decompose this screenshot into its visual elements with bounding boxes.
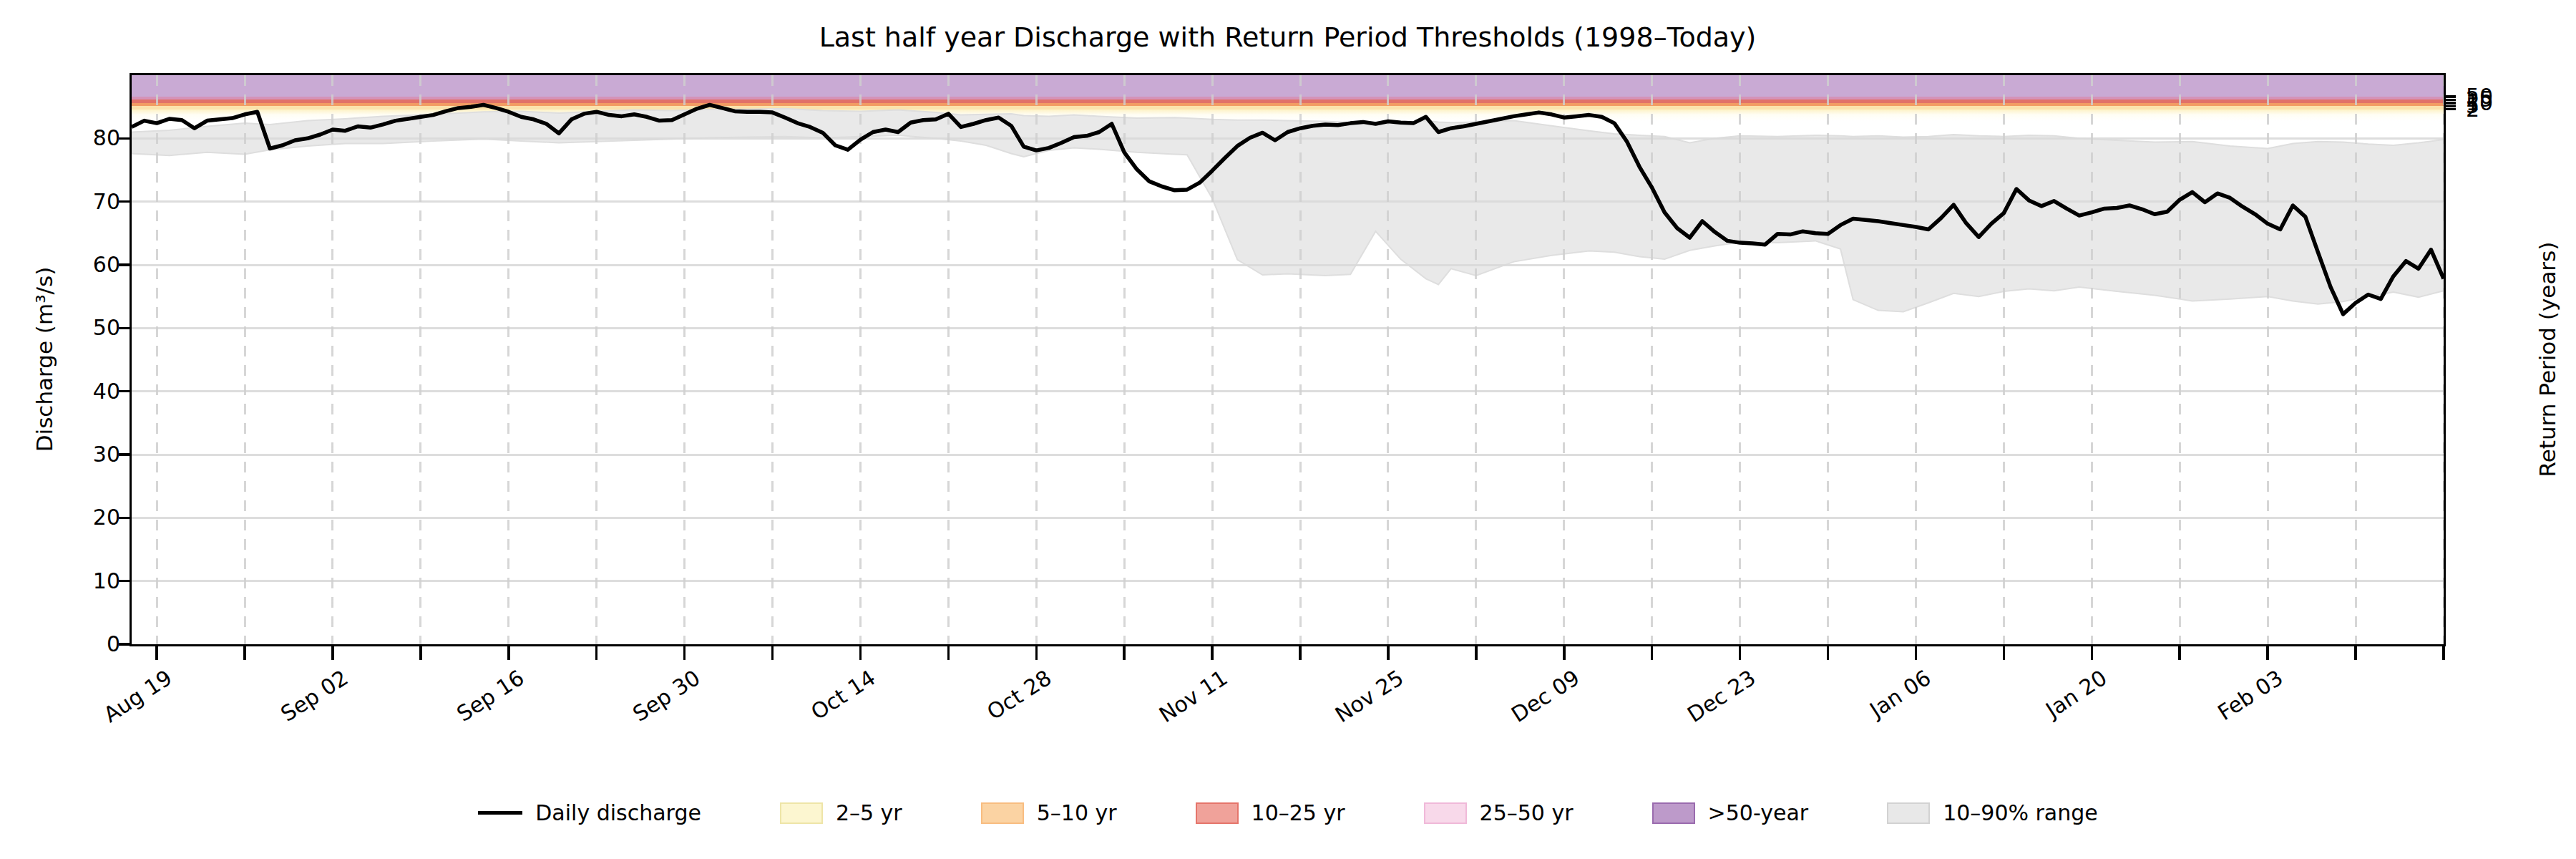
y-tick [119,137,132,140]
x-tick-label: Dec 23 [1601,664,1760,781]
x-tick [2442,646,2445,660]
y-tick [119,580,132,583]
x-tick-label: Sep 30 [546,664,705,781]
x-tick-label: Nov 25 [1250,664,1409,781]
y-tick [119,517,132,520]
legend-patch-swatch [780,802,823,824]
y-axis-label-return-period: Return Period (years) [2534,242,2560,477]
y-tick [119,453,132,456]
y-tick [119,263,132,266]
y-tick-label: 70 [0,189,120,215]
legend-item: 10–90% range [1887,800,2098,825]
y-tick [119,390,132,393]
x-tick-label: Dec 09 [1426,664,1585,781]
discharge-line-layer [132,75,2444,644]
legend-item: Daily discharge [478,800,701,825]
x-tick [1827,646,1830,660]
daily-discharge-line [132,105,2444,314]
y-tick-label: 50 [0,315,120,341]
legend-item: >50-year [1652,800,1809,825]
x-tick [507,646,510,660]
y-tick [119,643,132,646]
x-tick [2178,646,2181,660]
x-tick-label: Jan 06 [1777,664,1936,781]
legend-item: 10–25 yr [1196,800,1345,825]
x-tick [155,646,158,660]
legend-label: 25–50 yr [1480,800,1574,825]
x-tick-label: Oct 28 [898,664,1057,781]
legend-patch-swatch [1424,802,1467,824]
y-axis-label-discharge: Discharge (m³/s) [31,267,57,452]
legend-patch-swatch [981,802,1024,824]
x-tick-label: Feb 03 [2129,664,2288,781]
x-tick [1915,646,1918,660]
x-tick-label: Sep 02 [195,664,353,781]
legend-patch-swatch [1652,802,1695,824]
x-tick [1563,646,1566,660]
x-tick-label: Jan 20 [1953,664,2112,781]
legend-item: 25–50 yr [1424,800,1574,825]
x-tick-label: Sep 16 [371,664,530,781]
legend-label: 2–5 yr [836,800,902,825]
legend-label: 5–10 yr [1037,800,1117,825]
y-tick-label: 60 [0,252,120,278]
legend-label: Daily discharge [535,800,701,825]
x-tick-label: Oct 14 [722,664,881,781]
y-tick-label: 40 [0,379,120,404]
x-tick [331,646,334,660]
y-tick-label: 80 [0,125,120,151]
x-tick [2354,646,2357,660]
y-tick [119,327,132,330]
x-tick-label: Aug 19 [19,664,177,781]
return-period-tick-label: 2 [2466,97,2523,122]
x-tick [859,646,862,660]
figure: Last half year Discharge with Return Per… [0,0,2576,859]
legend-patch-swatch [1196,802,1239,824]
x-tick [1387,646,1390,660]
x-tick [1651,646,1654,660]
x-tick [2266,646,2269,660]
x-tick [1035,646,1038,660]
x-tick [2003,646,2006,660]
return-period-tick [2444,105,2456,108]
legend-line-swatch [478,811,522,815]
legend-label: 10–90% range [1943,800,2098,825]
x-tick [2091,646,2094,660]
y-tick [119,200,132,203]
legend-item: 2–5 yr [780,800,902,825]
x-tick [243,646,246,660]
x-tick [947,646,950,660]
return-period-tick [2444,95,2456,98]
legend-patch-swatch [1887,802,1930,824]
chart-title: Last half year Discharge with Return Per… [132,21,2444,53]
x-tick [419,646,422,660]
x-tick [1739,646,1742,660]
x-tick [1123,646,1126,660]
legend-label: 10–25 yr [1252,800,1345,825]
plot-area [132,75,2444,644]
x-tick [1211,646,1214,660]
legend-item: 5–10 yr [981,800,1117,825]
x-tick [683,646,686,660]
y-tick-label: 20 [0,505,120,530]
return-period-tick [2444,99,2456,102]
y-tick-label: 10 [0,568,120,594]
x-tick-label: Nov 11 [1074,664,1233,781]
x-tick [1475,646,1478,660]
y-tick-label: 30 [0,442,120,467]
x-tick [595,646,598,660]
return-period-tick [2444,102,2456,105]
x-tick [771,646,774,660]
legend-label: >50-year [1708,800,1809,825]
x-tick [1299,646,1302,660]
y-tick-label: 0 [0,631,120,657]
legend: Daily discharge 2–5 yr 5–10 yr 10–25 yr 25–5… [0,800,2576,825]
return-period-tick [2444,108,2456,111]
